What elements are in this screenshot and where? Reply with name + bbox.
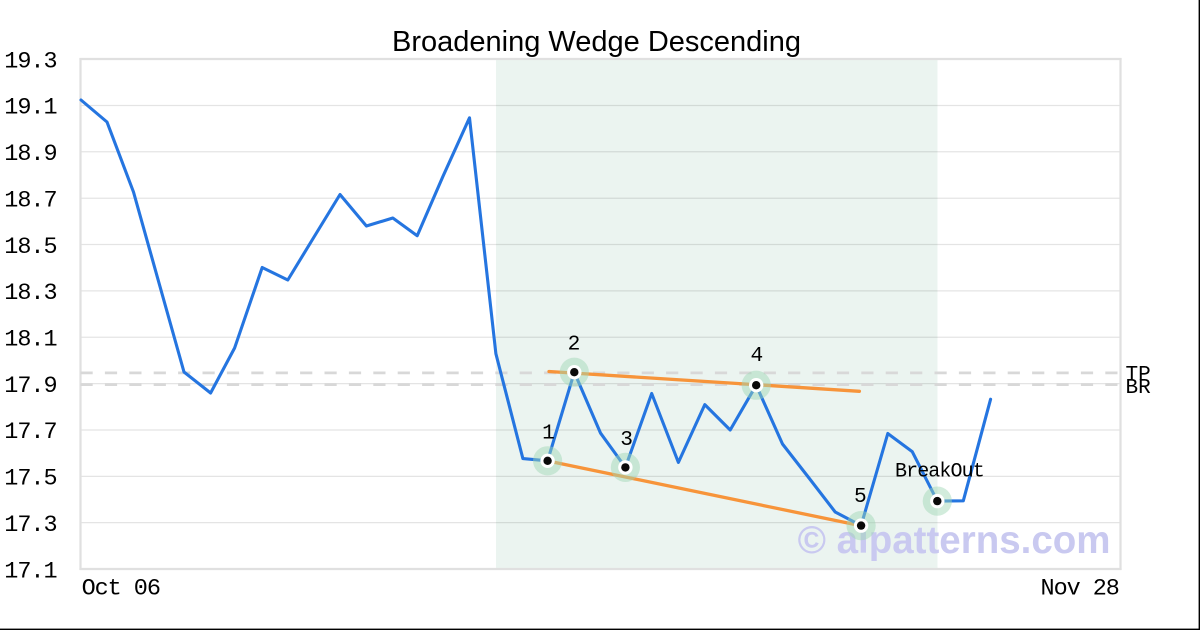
svg-text:17.5: 17.5 xyxy=(4,466,56,493)
svg-text:17.9: 17.9 xyxy=(4,373,56,400)
svg-text:Broadening Wedge Descending: Broadening Wedge Descending xyxy=(392,26,801,58)
svg-text:2: 2 xyxy=(568,332,581,356)
svg-text:19.1: 19.1 xyxy=(4,95,56,122)
svg-text:3: 3 xyxy=(620,428,633,452)
svg-text:17.1: 17.1 xyxy=(4,558,56,585)
svg-text:BR: BR xyxy=(1126,377,1152,400)
svg-text:18.3: 18.3 xyxy=(4,280,56,307)
svg-text:18.9: 18.9 xyxy=(4,141,56,168)
svg-text:4: 4 xyxy=(751,344,764,368)
svg-text:17.3: 17.3 xyxy=(4,512,56,539)
svg-text:19.3: 19.3 xyxy=(4,48,56,75)
svg-text:1: 1 xyxy=(542,422,555,446)
svg-text:TP: TP xyxy=(1126,364,1151,387)
svg-text:© aipatterns.com: © aipatterns.com xyxy=(798,519,1111,562)
svg-text:BreakOut: BreakOut xyxy=(895,461,984,484)
svg-text:17.7: 17.7 xyxy=(4,419,56,446)
svg-text:18.7: 18.7 xyxy=(4,187,56,214)
svg-text:18.5: 18.5 xyxy=(4,234,56,261)
svg-text:Oct 06: Oct 06 xyxy=(82,576,160,603)
svg-text:5: 5 xyxy=(854,485,867,509)
svg-text:18.1: 18.1 xyxy=(4,327,56,354)
svg-text:Nov 28: Nov 28 xyxy=(1041,576,1119,603)
